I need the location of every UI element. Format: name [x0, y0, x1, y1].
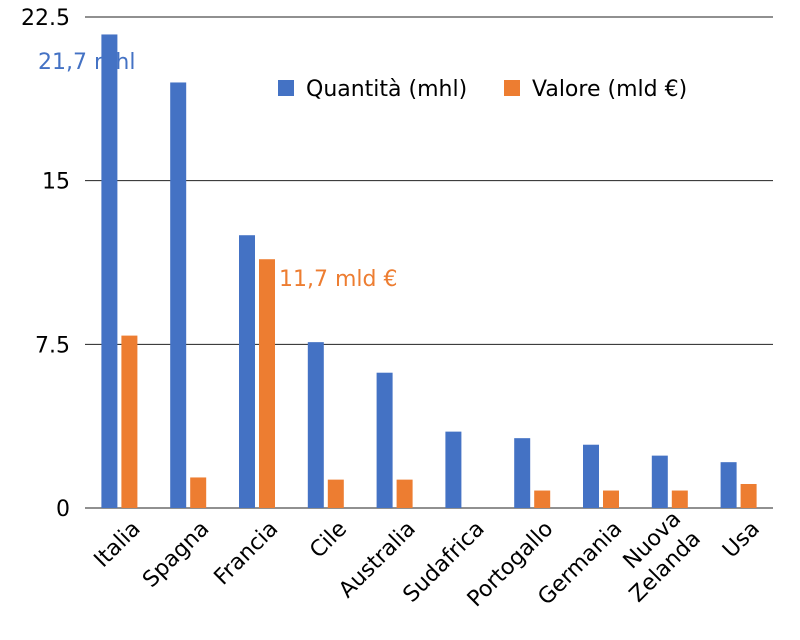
- x-category-label: Cile: [305, 517, 352, 564]
- annotations: 21,7 mhl 11,7 mld €: [38, 50, 397, 292]
- bar-valore: [396, 479, 413, 508]
- bar-quantita: [720, 462, 737, 508]
- y-tick-label: 0: [56, 497, 70, 522]
- x-category-label: Spagna: [138, 517, 214, 593]
- legend: Quantità (mhl) Valore (mld €): [278, 77, 687, 102]
- legend-swatch: [278, 80, 294, 96]
- legend-label: Valore (mld €): [532, 77, 687, 102]
- bar-quantita: [445, 431, 462, 508]
- annotation-label: 21,7 mhl: [38, 50, 135, 75]
- legend-swatch: [504, 80, 520, 96]
- bar-quantita: [307, 342, 324, 508]
- annotation-label: 11,7 mld €: [279, 267, 397, 292]
- y-axis-ticks: 0 7.5 15 22.5: [21, 6, 70, 522]
- bar-valore: [603, 490, 619, 508]
- x-category-label: Usa: [718, 517, 765, 564]
- x-category-label-line: Usa: [718, 517, 765, 564]
- bars: [101, 34, 757, 509]
- x-category-label-line: Cile: [305, 517, 352, 564]
- bar-valore: [671, 490, 688, 508]
- bar-quantita: [170, 82, 187, 508]
- x-category-label-line: Francia: [210, 517, 284, 591]
- legend-label: Quantità (mhl): [306, 77, 467, 102]
- bar-quantita: [651, 455, 668, 508]
- y-tick-label: 7.5: [35, 333, 70, 358]
- x-category-label-line: Italia: [90, 517, 146, 573]
- bar-valore: [190, 477, 207, 508]
- bar-valore: [121, 335, 138, 508]
- y-tick-label: 22.5: [21, 6, 70, 31]
- bar-quantita: [239, 235, 255, 508]
- bar-quantita: [514, 438, 531, 508]
- x-category-label: Italia: [90, 517, 146, 573]
- bar-quantita: [376, 372, 393, 508]
- bar-quantita: [101, 34, 118, 509]
- bar-quantita: [583, 444, 599, 508]
- y-tick-label: 15: [42, 170, 70, 195]
- x-category-label: Francia: [210, 517, 284, 591]
- bar-valore: [534, 490, 551, 508]
- bar-valore: [327, 479, 344, 508]
- bar-valore: [259, 259, 275, 508]
- x-category-label-line: Spagna: [138, 517, 214, 593]
- x-category-label: NuovaZelanda: [605, 507, 706, 608]
- bar-valore: [740, 483, 757, 508]
